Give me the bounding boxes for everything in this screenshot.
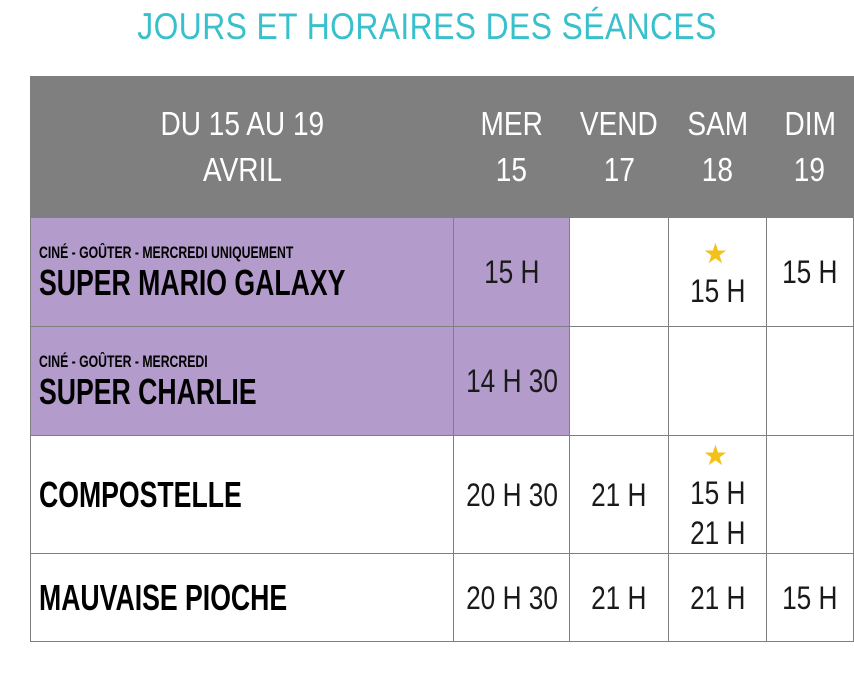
schedule-table: DU 15 AU 19 AVRIL MER 15 VEND 17 SAM 18 … bbox=[29, 76, 854, 642]
showtime-mer: 20 H 30 bbox=[453, 435, 571, 554]
film-subtitle: CINÉ - GOÛTER - MERCREDI bbox=[39, 352, 208, 371]
showtime-dim bbox=[765, 326, 854, 436]
showtime-sam bbox=[668, 326, 767, 436]
day-header-mer: MER 15 bbox=[453, 76, 571, 218]
showtime-dim bbox=[765, 435, 854, 554]
showtime-text: 20 H 30 bbox=[465, 579, 558, 616]
period-line1: DU 15 AU 19 bbox=[160, 105, 324, 142]
film-title: SUPER CHARLIE bbox=[39, 371, 257, 412]
star-icon: ★ bbox=[702, 237, 728, 269]
period-header: DU 15 AU 19 AVRIL bbox=[29, 76, 455, 218]
day-header-dim: DIM 19 bbox=[765, 76, 854, 218]
showtime-dim: 15 H bbox=[765, 553, 854, 642]
film-title: COMPOSTELLE bbox=[39, 473, 242, 515]
day-date: 15 bbox=[496, 151, 528, 188]
showtime-dim: 15 H bbox=[765, 217, 854, 327]
showtime-mer: 15 H bbox=[453, 217, 571, 327]
showtime-sam: 21 H bbox=[668, 553, 767, 642]
film-cell: MAUVAISE PIOCHE bbox=[29, 553, 455, 642]
table-row: MAUVAISE PIOCHE 20 H 30 21 H 21 H 15 H bbox=[29, 553, 854, 642]
showtime-text: 15 H bbox=[483, 254, 540, 290]
day-name: SAM bbox=[687, 105, 748, 142]
day-name: DIM bbox=[784, 105, 836, 142]
table-row: CINÉ - GOÛTER - MERCREDI SUPER CHARLIE 1… bbox=[29, 326, 854, 436]
showtime-text: 15 H bbox=[782, 579, 838, 616]
star-icon: ★ bbox=[702, 440, 728, 471]
showtime-text: 21 H bbox=[591, 476, 647, 513]
day-date: 18 bbox=[701, 151, 733, 188]
showtime-mer: 14 H 30 bbox=[453, 326, 571, 436]
film-title: MAUVAISE PIOCHE bbox=[39, 576, 288, 618]
showtime-text: 14 H 30 bbox=[465, 363, 558, 399]
film-cell: CINÉ - GOÛTER - MERCREDI UNIQUEMENT SUPE… bbox=[29, 217, 455, 327]
film-cell: COMPOSTELLE bbox=[29, 435, 455, 554]
showtime-text: 15 H bbox=[782, 254, 838, 290]
showtime-sam: ★15 H bbox=[668, 217, 767, 327]
showtime-text: 15 H bbox=[689, 272, 746, 309]
table-row: COMPOSTELLE 20 H 30 21 H ★ 15 H 21 H bbox=[29, 435, 854, 554]
film-subtitle: CINÉ - GOÛTER - MERCREDI UNIQUEMENT bbox=[39, 243, 294, 262]
showtime-text: 20 H 30 bbox=[465, 476, 558, 513]
showtime-vend: 21 H bbox=[569, 553, 670, 642]
showtime-vend: 21 H bbox=[569, 435, 670, 554]
header-row: DU 15 AU 19 AVRIL MER 15 VEND 17 SAM 18 … bbox=[29, 76, 854, 218]
day-name: MER bbox=[480, 105, 543, 142]
page-title: JOURS ET HORAIRES DES SÉANCES bbox=[137, 6, 717, 47]
day-date: 19 bbox=[794, 151, 826, 188]
showtime-text: 21 H bbox=[591, 579, 647, 616]
showtime-text: 15 H bbox=[689, 475, 746, 511]
day-name: VEND bbox=[580, 105, 659, 142]
table-row: CINÉ - GOÛTER - MERCREDI UNIQUEMENT SUPE… bbox=[29, 217, 854, 327]
showtime-text: 21 H bbox=[689, 579, 746, 616]
showtime-sam: ★ 15 H 21 H bbox=[668, 435, 767, 554]
showtime-mer: 20 H 30 bbox=[453, 553, 571, 642]
showtime-text: 21 H bbox=[689, 515, 746, 551]
showtime-vend bbox=[569, 326, 670, 436]
period-line2: AVRIL bbox=[202, 151, 282, 188]
film-cell: CINÉ - GOÛTER - MERCREDI SUPER CHARLIE bbox=[29, 326, 455, 436]
day-header-sam: SAM 18 bbox=[668, 76, 767, 218]
film-title: SUPER MARIO GALAXY bbox=[39, 262, 346, 303]
day-header-vend: VEND 17 bbox=[569, 76, 670, 218]
showtime-vend bbox=[569, 217, 670, 327]
day-date: 17 bbox=[603, 151, 635, 188]
